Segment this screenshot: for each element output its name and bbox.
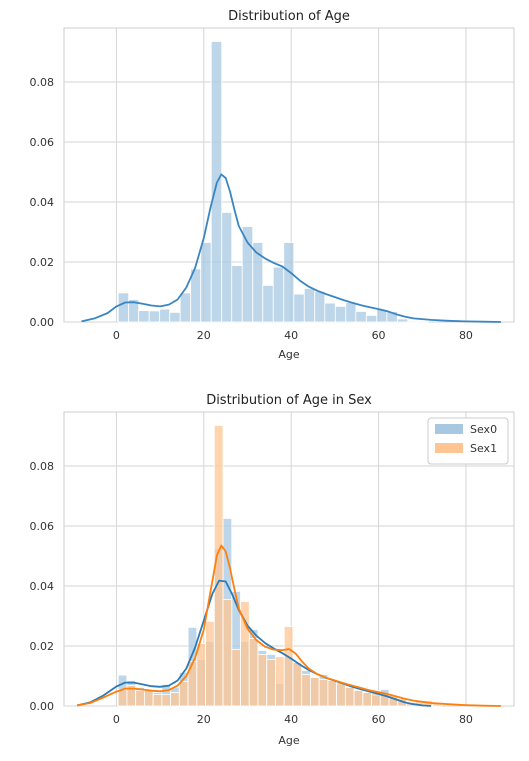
histogram-bar-series-0 — [272, 266, 285, 323]
legend-swatch-sex0 — [435, 424, 463, 434]
histogram-bar-sex1 — [178, 681, 189, 707]
histogram-bar-series-0 — [386, 311, 398, 323]
kde-curves — [76, 544, 501, 707]
histogram-bar-series-0 — [324, 302, 336, 323]
kde-line-sex1 — [76, 544, 501, 707]
x-tick-labels: 0 20 40 60 80 — [113, 329, 473, 342]
histogram-bar-series-0 — [262, 284, 274, 323]
histogram-bar-sex1 — [266, 659, 276, 707]
histogram-bar-sex1 — [257, 654, 268, 707]
x-tick-label: 0 — [113, 713, 120, 726]
histogram-bar-sex1 — [196, 643, 206, 707]
histogram-bar-series-0 — [117, 292, 130, 323]
legend-swatch-sex1 — [435, 443, 463, 453]
chart-title: Distribution of Age in Sex — [206, 393, 372, 408]
histogram-bar-sex1 — [117, 689, 128, 707]
x-tick-label: 60 — [372, 329, 386, 342]
y-tick-label: 0.02 — [30, 640, 55, 653]
histogram-bar-series-0 — [303, 287, 316, 323]
x-tick-label: 80 — [459, 329, 473, 342]
age-by-sex-distribution-chart: Distribution of Age in Sex 0.000.020.040… — [30, 393, 515, 747]
histogram-bars — [117, 425, 442, 707]
histogram-bar-sex1 — [152, 694, 163, 707]
histogram-bar-sex1 — [318, 679, 329, 707]
histogram-bar-series-0 — [169, 311, 181, 323]
histogram-bar-series-0 — [355, 311, 367, 323]
histogram-bar-series-0 — [334, 305, 347, 323]
histogram-bar-series-0 — [314, 290, 326, 323]
histogram-bar-sex1 — [310, 677, 320, 707]
x-tick-label: 40 — [284, 329, 298, 342]
histogram-bar-series-0 — [396, 318, 409, 323]
histogram-bar-sex1 — [344, 687, 355, 707]
histogram-bar-sex1 — [275, 656, 285, 707]
y-tick-label: 0.00 — [30, 700, 55, 713]
histogram-bar-sex1 — [170, 692, 180, 707]
age-distribution-chart: Distribution of Age 0.00 0.02 0.04 0.06 0.08… — [30, 9, 515, 361]
y-tick-label: 0.08 — [30, 76, 55, 89]
legend-label-sex0: Sex0 — [470, 423, 497, 436]
histogram-bar-series-0 — [252, 242, 264, 323]
y-tick-label: 0.06 — [30, 136, 55, 149]
histogram-bar-series-0 — [159, 308, 171, 323]
histogram-bar-sex1 — [283, 626, 294, 707]
y-tick-label: 0.02 — [30, 256, 55, 269]
histogram-bar-series-0 — [365, 314, 378, 323]
histogram-bar-sex1 — [336, 682, 346, 707]
kde-line-sex0 — [76, 579, 432, 707]
histogram-bar-series-0 — [138, 310, 150, 323]
kde-curves — [81, 173, 501, 323]
histogram-bar-sex1 — [248, 638, 259, 707]
histogram-bar-series-0 — [190, 268, 202, 323]
histogram-bar-sex1 — [301, 674, 311, 707]
legend: Sex0 Sex1 — [427, 417, 509, 465]
x-tick-label: 20 — [197, 713, 211, 726]
histogram-bar-series-0 — [231, 265, 243, 323]
histogram-bar-sex1 — [353, 690, 364, 707]
x-tick-labels: 0 20 40 60 80 — [113, 713, 473, 726]
x-tick-label: 80 — [459, 713, 473, 726]
histogram-bar-series-0 — [200, 242, 212, 323]
histogram-bar-series-0 — [148, 310, 161, 323]
x-axis-label: Age — [278, 734, 300, 747]
y-tick-labels: 0.00 0.02 0.04 0.06 0.08 — [30, 460, 55, 713]
histogram-bar-series-0 — [221, 212, 233, 323]
histogram-bar-series-0 — [345, 302, 357, 323]
kde-line-series-0 — [81, 173, 501, 323]
histogram-bar-sex1 — [161, 694, 172, 707]
histogram-bar-sex1 — [327, 680, 338, 707]
legend-label-sex1: Sex1 — [470, 442, 497, 455]
histogram-bar-series-0 — [417, 320, 429, 323]
y-tick-label: 0.06 — [30, 520, 55, 533]
histogram-bar-sex1 — [362, 692, 372, 707]
histogram-bar-sex1 — [222, 599, 233, 707]
histogram-bar-sex1 — [135, 690, 145, 707]
chart-title: Distribution of Age — [228, 9, 350, 24]
x-axis-label: Age — [278, 348, 300, 361]
x-tick-label: 40 — [284, 713, 298, 726]
histogram-bar-series-0 — [283, 242, 295, 323]
y-tick-label: 0.04 — [30, 196, 55, 209]
x-tick-label: 20 — [197, 329, 211, 342]
histogram-bar-series-0 — [293, 293, 305, 323]
y-tick-label: 0.00 — [30, 316, 55, 329]
y-tick-label: 0.08 — [30, 460, 55, 473]
x-tick-label: 0 — [113, 329, 120, 342]
histogram-bar-series-0 — [407, 320, 419, 323]
y-tick-labels: 0.00 0.02 0.04 0.06 0.08 — [30, 76, 55, 329]
histogram-bar-sex1 — [231, 649, 241, 707]
histogram-bar-series-0 — [179, 292, 192, 323]
histogram-bar-sex1 — [143, 690, 154, 707]
histogram-bar-sex1 — [205, 621, 215, 707]
histogram-bar-sex1 — [292, 662, 303, 707]
y-tick-label: 0.04 — [30, 580, 55, 593]
x-tick-label: 60 — [372, 713, 386, 726]
